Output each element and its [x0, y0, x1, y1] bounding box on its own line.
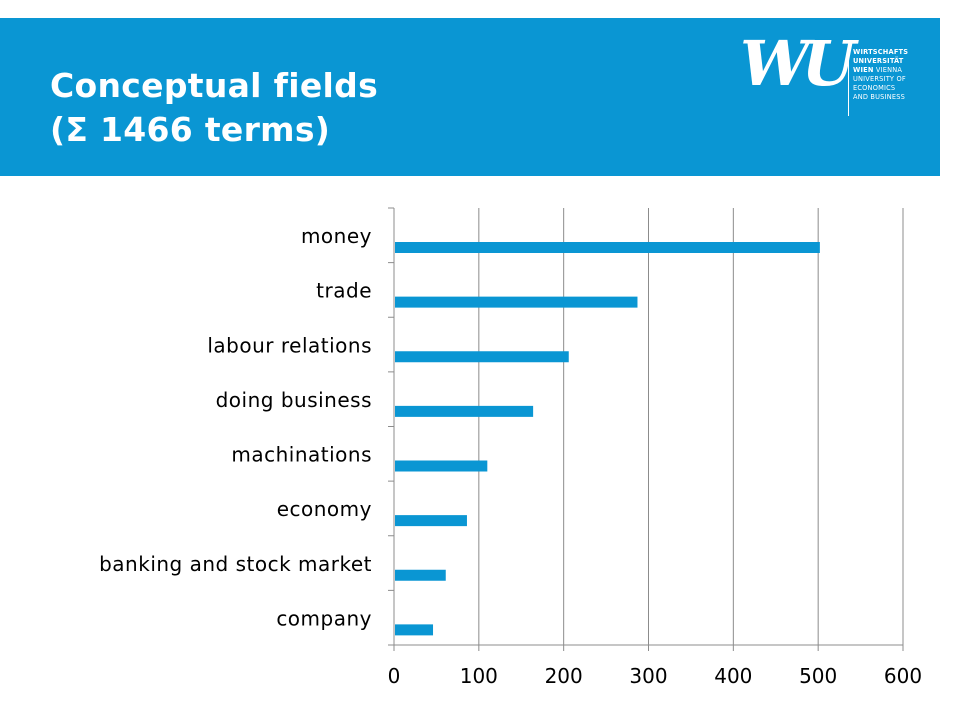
bar-doing-business	[395, 405, 534, 417]
bar-company	[395, 624, 434, 636]
header-banner: Conceptual fields (Σ 1466 terms)	[0, 18, 940, 176]
logo-divider	[848, 48, 849, 116]
bar-trade	[395, 296, 638, 308]
logo-line: UNIVERSITY OF	[853, 75, 906, 83]
wu-logo: WU WIRTSCHAFTS UNIVERSITÄT WIEN VIENNA U…	[738, 28, 918, 124]
wu-logo-mark: WU	[740, 27, 856, 100]
labels: 0 100 200 300 400 500 600 money trade labour rela…	[99, 224, 922, 688]
x-tick-label: 500	[799, 664, 837, 688]
x-tick-label: 400	[714, 664, 752, 688]
x-tick-label: 100	[460, 664, 498, 688]
bar-economy	[395, 515, 467, 527]
bar-money	[395, 242, 820, 253]
bars	[395, 242, 820, 636]
category-label: banking and stock market	[99, 552, 372, 576]
bar-labour-relations	[395, 351, 569, 363]
logo-line: WIEN VIENNA	[853, 66, 903, 74]
bar-banking-and-stock-market	[395, 569, 446, 581]
logo-line: ECONOMICS	[853, 84, 896, 92]
logo-line: WIRTSCHAFTS	[853, 48, 909, 56]
logo-org-text: WIRTSCHAFTS UNIVERSITÄT WIEN VIENNA UNIV…	[853, 48, 908, 102]
x-tick-label: 300	[629, 664, 667, 688]
logo-line: AND BUSINESS	[853, 93, 905, 101]
category-label: doing business	[216, 388, 372, 412]
x-tick-label: 600	[884, 664, 922, 688]
x-tick-label: 200	[545, 664, 583, 688]
logo-line: UNIVERSITÄT	[853, 57, 904, 65]
category-label: labour relations	[207, 333, 372, 357]
category-label: machinations	[231, 443, 372, 467]
slide-title: Conceptual fields (Σ 1466 terms)	[50, 64, 378, 152]
category-label: money	[301, 224, 372, 248]
axes	[388, 207, 903, 651]
x-tick-label: 0	[388, 664, 401, 688]
category-label: company	[276, 606, 372, 630]
title-line-2: (Σ 1466 terms)	[50, 110, 331, 149]
title-line-1: Conceptual fields	[50, 66, 379, 105]
bar-machinations	[395, 460, 488, 472]
category-label: economy	[277, 497, 372, 521]
category-label: trade	[316, 279, 372, 303]
gridlines	[478, 208, 904, 651]
